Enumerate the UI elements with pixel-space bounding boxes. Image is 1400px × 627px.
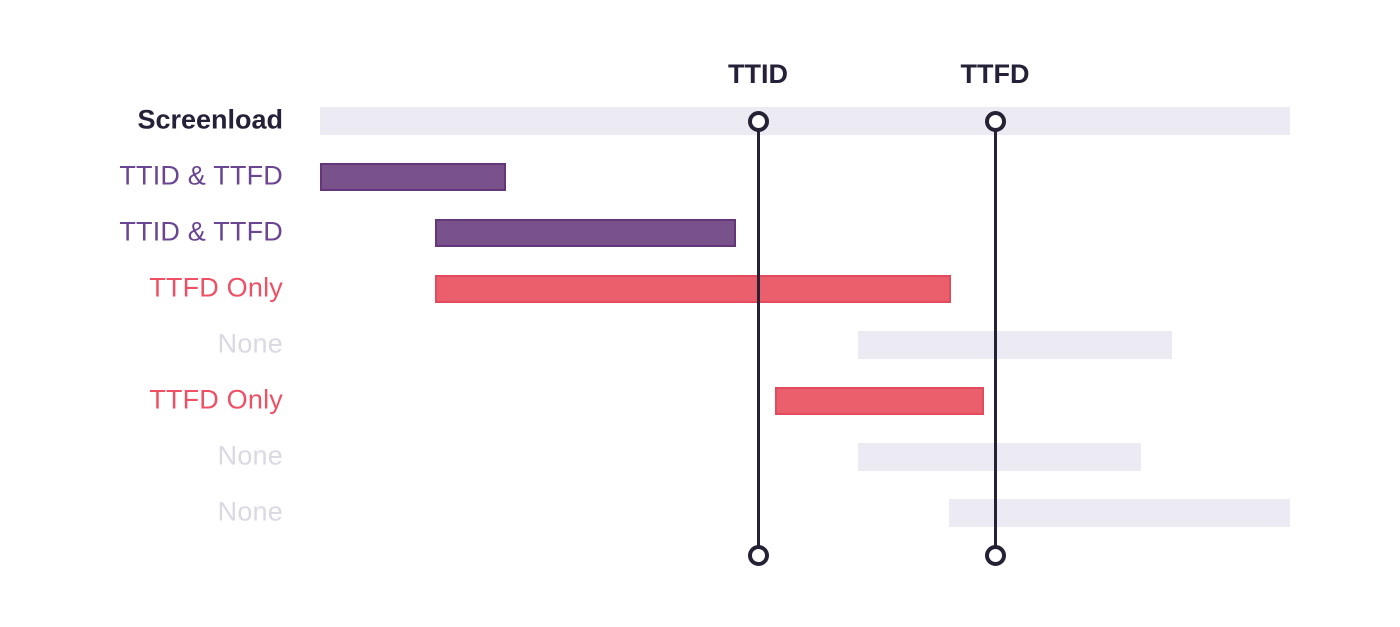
row-label: None — [217, 328, 283, 359]
row-label: TTID & TTFD — [119, 216, 283, 247]
row-label: TTFD Only — [149, 272, 283, 303]
ttfd-only-span-bar — [775, 387, 984, 415]
row-label: TTFD Only — [149, 384, 283, 415]
row-label: None — [217, 496, 283, 527]
row-label: None — [217, 440, 283, 471]
ttid-endpoint-bottom-icon — [747, 544, 769, 566]
none-span-bar — [858, 443, 1141, 471]
screenload-span-bar — [320, 107, 1290, 135]
ttid-ttfd-span-bar — [320, 163, 506, 191]
ttid-ttfd-span-bar — [435, 219, 736, 247]
row-label: TTID & TTFD — [119, 160, 283, 191]
ttid-marker-label: TTID — [728, 59, 788, 89]
ttid-endpoint-top-icon — [747, 110, 769, 132]
row-label: Screenload — [137, 104, 283, 135]
none-span-bar — [949, 499, 1290, 527]
ttfd-marker-line — [993, 121, 997, 555]
ttfd-marker-label: TTFD — [960, 59, 1030, 89]
none-span-bar — [858, 331, 1172, 359]
ttid-marker-line — [756, 121, 760, 555]
ttfd-only-span-bar — [435, 275, 951, 303]
ttfd-endpoint-top-icon — [984, 110, 1006, 132]
ttfd-endpoint-bottom-icon — [984, 544, 1006, 566]
